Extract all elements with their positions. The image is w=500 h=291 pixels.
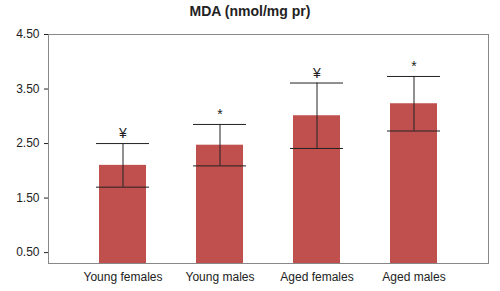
svg-text:*: *	[217, 106, 223, 122]
svg-text:Aged females: Aged females	[280, 270, 353, 284]
svg-text:0.50: 0.50	[16, 245, 40, 259]
html-text:MDA (nmol/mg pr): MDA (nmol/mg pr)	[189, 3, 311, 19]
svg-text:4.50: 4.50	[16, 27, 40, 41]
svg-text:Aged males: Aged males	[382, 270, 445, 284]
svg-text:*: *	[411, 58, 417, 74]
svg-text:Young females: Young females	[84, 270, 163, 284]
svg-text:2.50: 2.50	[16, 136, 40, 150]
svg-text:1.50: 1.50	[16, 191, 40, 205]
svg-text:3.50: 3.50	[16, 82, 40, 96]
svg-text:¥: ¥	[118, 125, 127, 141]
svg-text:¥: ¥	[312, 65, 321, 81]
svg-text:Young males: Young males	[186, 270, 255, 284]
